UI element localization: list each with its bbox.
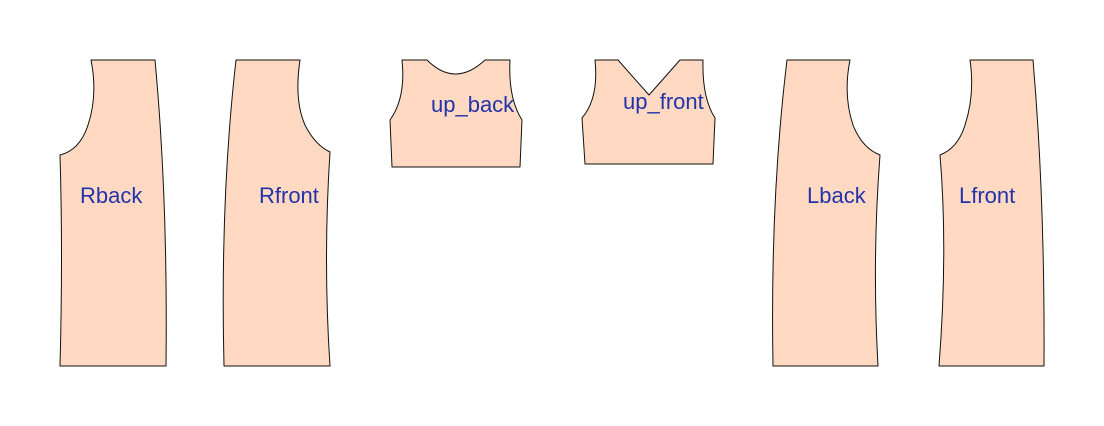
rfront-outline	[222, 59, 331, 367]
up-front-outline	[581, 59, 716, 165]
pattern-piece-up-front: up_front	[581, 59, 716, 165]
up-back-outline	[389, 59, 523, 168]
lfront-outline	[938, 59, 1045, 367]
up-back-label: up_back	[431, 92, 515, 117]
lback-outline	[772, 59, 881, 367]
rback-label: Rback	[80, 183, 143, 208]
pattern-piece-lback: Lback	[772, 59, 881, 367]
rback-outline	[59, 59, 167, 367]
rfront-label: Rfront	[259, 183, 319, 208]
lback-label: Lback	[807, 183, 867, 208]
pattern-piece-rfront: Rfront	[222, 59, 331, 367]
pattern-piece-up-back: up_back	[389, 59, 523, 168]
lfront-label: Lfront	[959, 183, 1015, 208]
pattern-piece-rback: Rback	[59, 59, 167, 367]
pattern-piece-lfront: Lfront	[938, 59, 1045, 367]
up-front-label: up_front	[623, 89, 704, 114]
